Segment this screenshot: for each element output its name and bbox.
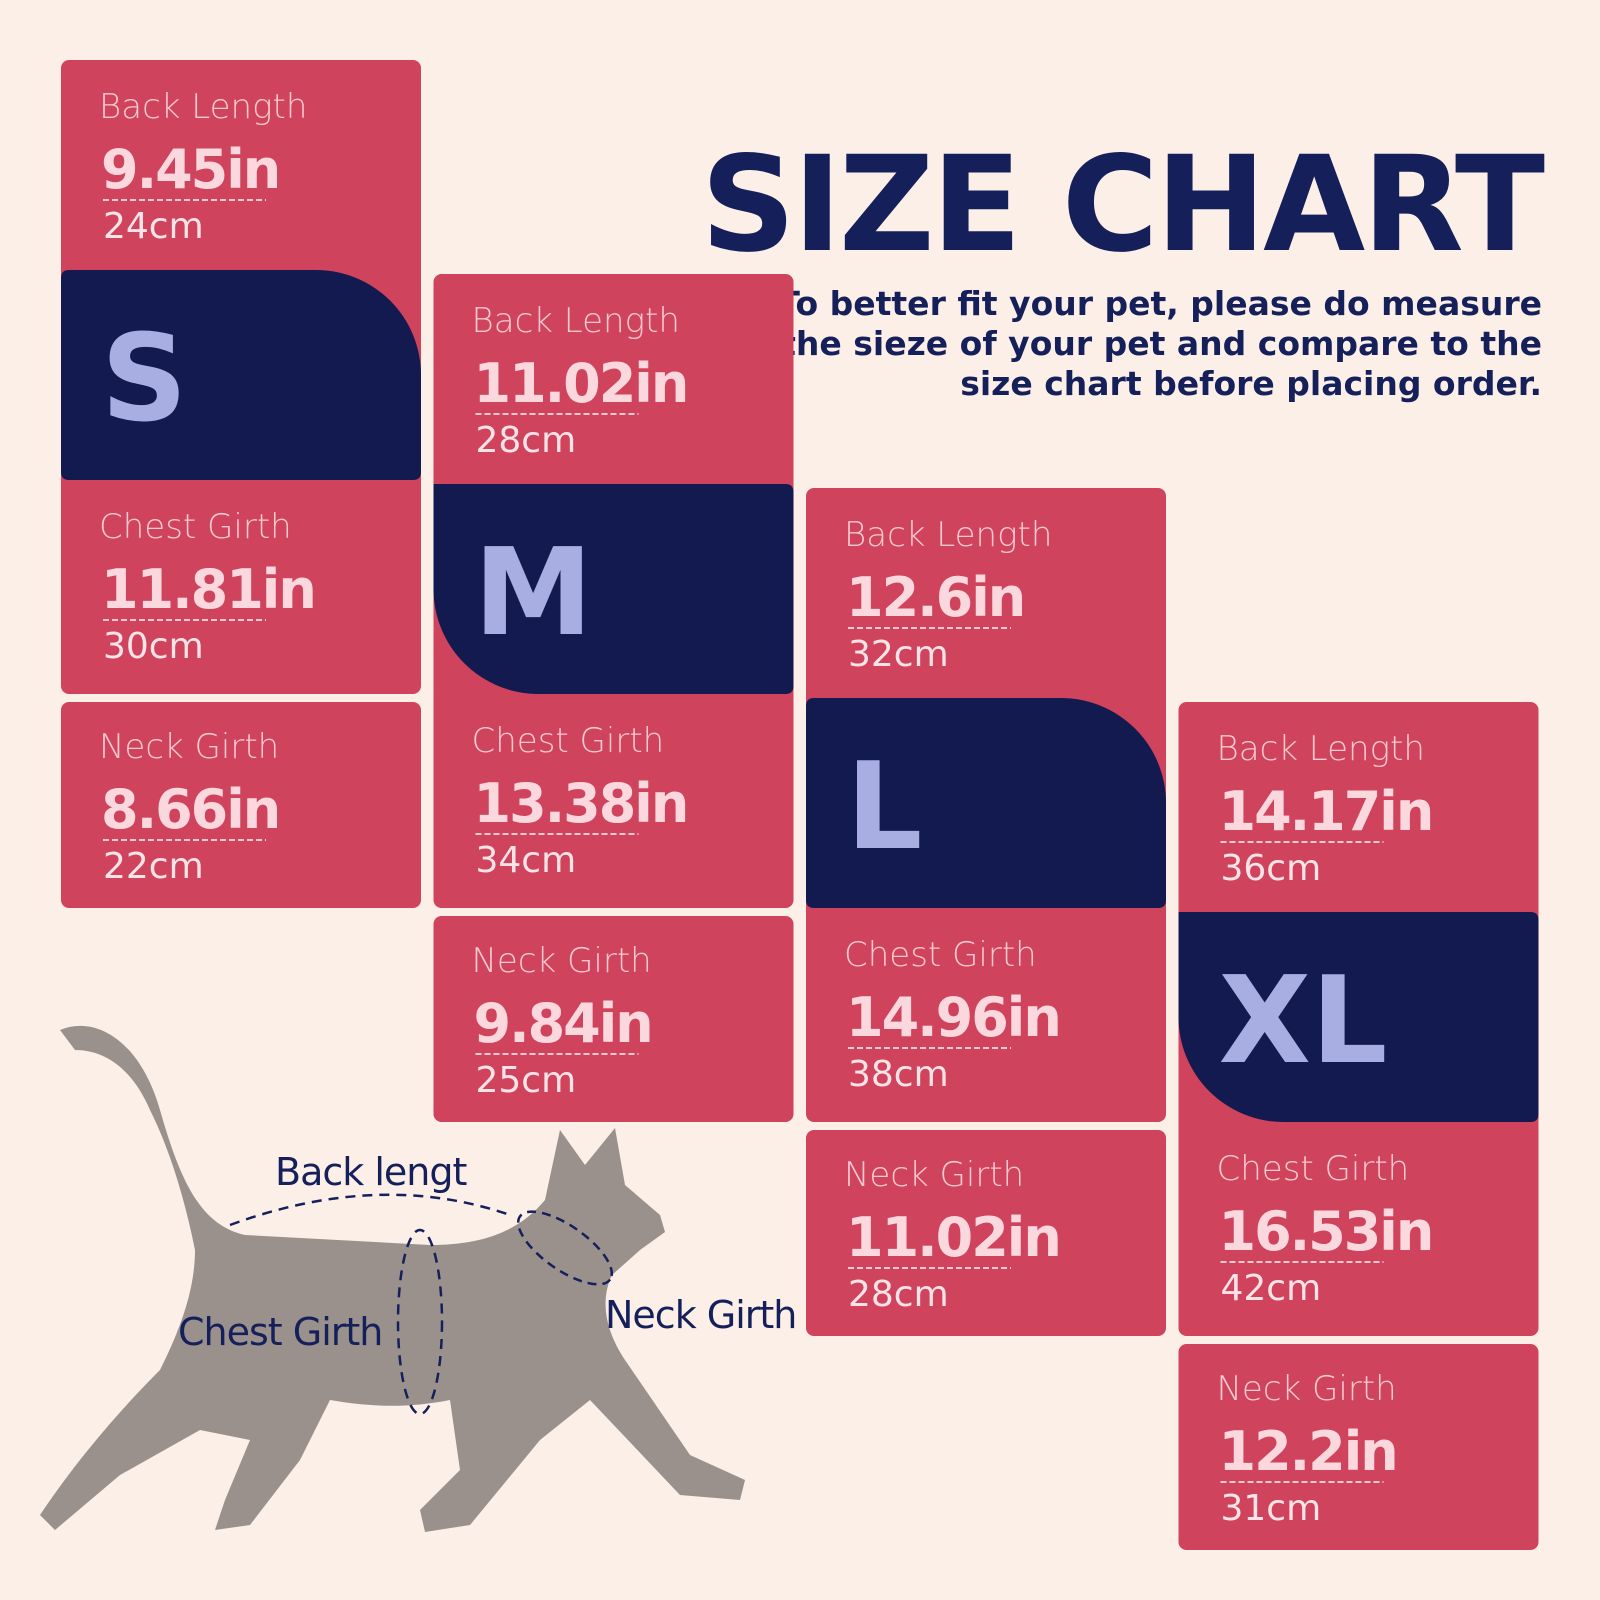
measure-label: Back Length [99, 87, 307, 127]
measure-cm: 34cm [476, 840, 577, 881]
measure-inch: 14.17in [1219, 780, 1433, 843]
size-badge [1178, 912, 1539, 1122]
size-column: M Back Length 11.02in 28cm Chest Girth 13.38i… [433, 274, 794, 1122]
measure-label: Back Length [1217, 729, 1425, 769]
measure-cm: 28cm [476, 420, 577, 461]
measure-inch: 8.66in [101, 778, 279, 841]
measure-cm: 30cm [103, 626, 204, 667]
size-badge [806, 698, 1166, 908]
title: SIZE CHART [701, 128, 1545, 282]
cat-silhouette [40, 1025, 745, 1532]
neck-card [61, 702, 421, 908]
measure-cm: 25cm [476, 1060, 577, 1101]
measure-inch: 9.84in [474, 992, 652, 1055]
size-badge [433, 484, 794, 694]
neck-measure [516, 1210, 614, 1286]
measure-inch: 13.38in [474, 772, 688, 835]
chest-measure [396, 1228, 444, 1416]
cat-diagram: Back lengt Chest Girth Neck Girth [40, 1025, 797, 1532]
measure-label: Chest Girth [99, 507, 292, 547]
neck-card [1178, 1344, 1539, 1550]
measure-inch: 11.02in [846, 1206, 1060, 1269]
neck-label: Neck Girth [605, 1293, 796, 1337]
measure-inch: 14.96in [846, 986, 1060, 1049]
size-letter: M [474, 524, 593, 663]
measure-cm: 42cm [1221, 1268, 1322, 1309]
subtitle-line: the sieze of your pet and compare to the [780, 324, 1542, 363]
size-letter: S [101, 310, 187, 449]
size-column: L Back Length 12.6in 32cm Chest Girth 14.96in… [806, 488, 1166, 1336]
measure-label: Back Length [844, 515, 1052, 555]
measure-inch: 9.45in [101, 138, 279, 201]
subtitle-line: To better fit your pet, please do measur… [777, 284, 1542, 323]
measure-inch: 12.2in [1219, 1420, 1397, 1483]
size-column: XL Back Length 14.17in 36cm Chest Girth 16.53… [1178, 702, 1539, 1550]
size-column: S Back Length 9.45in 24cm Chest Girth 11.81in… [61, 60, 421, 908]
measure-label: Neck Girth [99, 727, 279, 767]
measure-cm: 31cm [1221, 1488, 1322, 1529]
measure-cm: 36cm [1221, 848, 1322, 889]
subtitle-line: size chart before placing order. [960, 364, 1542, 403]
measure-inch: 11.81in [101, 558, 315, 621]
measure-cm: 32cm [848, 634, 949, 675]
measure-cm: 24cm [103, 206, 204, 247]
measure-cm: 28cm [848, 1274, 949, 1315]
measure-label: Neck Girth [472, 941, 652, 981]
size-letter: XL [1219, 952, 1388, 1091]
measure-inch: 16.53in [1219, 1200, 1433, 1263]
measure-label: Neck Girth [844, 1155, 1024, 1195]
measure-cm: 38cm [848, 1054, 949, 1095]
measure-label: Chest Girth [1217, 1149, 1410, 1189]
back-measure [229, 1193, 511, 1227]
measure-inch: 11.02in [474, 352, 688, 415]
neck-card [806, 1130, 1166, 1336]
measure-inch: 12.6in [846, 566, 1024, 629]
measure-label: Neck Girth [1217, 1369, 1397, 1409]
measure-label: Chest Girth [844, 935, 1037, 975]
size-letter: L [846, 738, 922, 877]
measure-cm: 22cm [103, 846, 204, 887]
measure-label: Chest Girth [472, 721, 665, 761]
neck-card [433, 916, 794, 1122]
measure-label: Back Length [472, 301, 680, 341]
back-label: Back lengt [275, 1150, 466, 1194]
chest-label: Chest Girth [178, 1310, 382, 1354]
size-badge [61, 270, 421, 480]
